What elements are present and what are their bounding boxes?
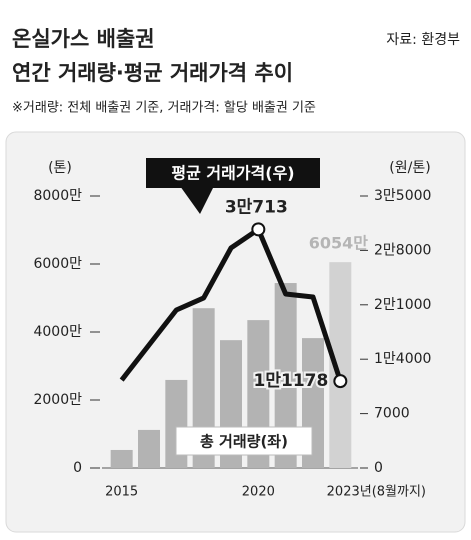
source: 자료: 환경부 xyxy=(386,32,460,48)
y2-axis-title: (원/톤) xyxy=(389,160,430,176)
legend-label: 평균 거래가격(우) xyxy=(171,164,294,183)
y-tick-label: 4000만 xyxy=(33,324,82,340)
y2-tick-label: 2만1000 xyxy=(374,297,431,313)
bar xyxy=(329,262,352,468)
y-tick-label: 8000만 xyxy=(33,188,82,204)
line-point xyxy=(251,222,266,237)
line-value-label: 3만713 xyxy=(225,197,288,217)
y2-tick-label: 1만4000 xyxy=(374,351,431,367)
title-line1: 온실가스 배출권 xyxy=(12,27,155,51)
line-point xyxy=(333,374,348,389)
legend-pointer xyxy=(180,186,214,214)
y2-tick-label: 0 xyxy=(374,460,383,476)
y2-tick-label: 2만8000 xyxy=(374,242,431,258)
y-axis-title: (톤) xyxy=(48,160,72,176)
x-tick-label: 2015 xyxy=(105,485,138,500)
y2-tick-label: 3만5000 xyxy=(374,188,431,204)
bar xyxy=(274,283,297,468)
title-line2: 연간 거래량·평균 거래가격 추이 xyxy=(12,61,293,85)
bar xyxy=(110,449,133,468)
y-tick-label: 2000만 xyxy=(33,392,82,408)
y2-tick-label: 7000 xyxy=(374,406,410,422)
bar-value-label: 6054만 xyxy=(309,234,369,253)
y-tick-label: 0 xyxy=(73,460,82,476)
x-tick-label: 2020 xyxy=(242,485,275,500)
bar xyxy=(138,429,160,468)
line-value-label: 1만1178 xyxy=(254,371,329,391)
note: ※거래량: 전체 배출권 기준, 거래가격: 할당 배출권 기준 xyxy=(12,101,316,116)
y-tick-label: 6000만 xyxy=(33,256,82,272)
legend-label: 총 거래량(좌) xyxy=(200,433,288,451)
legend-box xyxy=(146,158,320,188)
x-tick-label: 2023년(8월까지) xyxy=(327,485,426,500)
legend-box xyxy=(175,426,313,456)
line xyxy=(119,226,343,382)
